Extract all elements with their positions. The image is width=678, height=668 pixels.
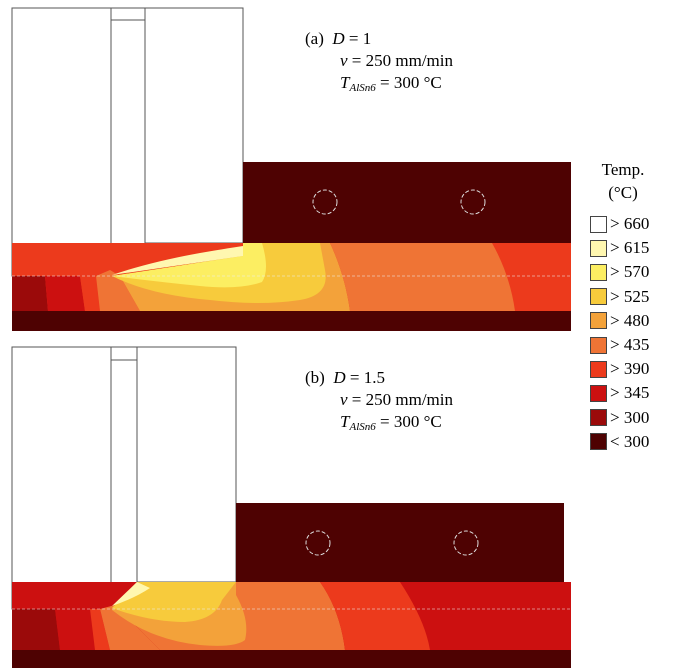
legend-item: > 435 (590, 335, 649, 355)
legend-title: Temp. (°C) (588, 158, 658, 204)
panel-b (11, 346, 571, 668)
legend-label: > 480 (610, 310, 650, 330)
panel-b-d-symbol: D (333, 368, 346, 387)
panel-b-t-line: TAlSn6 = 300 °C (305, 411, 453, 438)
legend-swatch (590, 288, 607, 306)
legend-swatch (590, 409, 607, 427)
panel-b-v-line: v = 250 mm/min (305, 389, 453, 411)
legend-swatch (590, 384, 607, 402)
legend-swatch (590, 239, 607, 257)
legend-title-line2: (°C) (608, 183, 638, 202)
legend-item: > 615 (590, 238, 649, 258)
panel-a-t-value: = 300 °C (380, 73, 442, 92)
panel-b-d-value: = 1.5 (349, 368, 385, 387)
legend-item: > 525 (590, 287, 649, 307)
legend-label: > 345 (610, 383, 650, 403)
panel-a-base-plate (12, 311, 571, 331)
panel-a-t-subscript: AlSn6 (349, 82, 376, 94)
panel-b-t-subscript: AlSn6 (349, 421, 376, 433)
panel-a-bolt-hole-left (312, 189, 338, 215)
legend-label: > 615 (610, 238, 650, 258)
panel-b-tool-outline (11, 346, 237, 610)
panel-a-v-symbol: v (340, 51, 348, 70)
legend-label: < 300 (610, 431, 650, 451)
legend-label: > 570 (610, 262, 650, 282)
panel-a-d-line: (a) D = 1 (305, 28, 453, 50)
panel-a-v-value: = 250 mm/min (351, 51, 453, 70)
temperature-legend: Temp. (°C) > 660 > 615 > 570 > 525 > 480 > 43… (588, 158, 674, 451)
panel-a-t-symbol: T (340, 73, 350, 92)
legend-swatch (590, 263, 607, 281)
panel-b-bolt-hole-left (305, 530, 331, 556)
legend-label: > 300 (610, 407, 650, 427)
panel-b-t-value: = 300 °C (380, 412, 442, 431)
panel-a-temperature-field (12, 243, 571, 311)
legend-swatch (590, 360, 607, 378)
panel-a-tool-outline (11, 7, 244, 277)
panel-b-d-line: (b) D = 1.5 (305, 367, 453, 389)
legend-label: > 660 (610, 214, 650, 233)
legend-swatch (590, 215, 607, 233)
panel-b-v-symbol: v (340, 390, 348, 409)
legend-item: < 300 (590, 432, 649, 452)
legend-swatch (590, 433, 607, 451)
panel-a-v-line: v = 250 mm/min (305, 50, 453, 72)
panel-b-label: (b) (305, 368, 325, 387)
panel-b-upper-plate (236, 503, 564, 582)
legend-label: > 435 (610, 335, 650, 354)
panel-a-d-symbol: D (332, 29, 345, 48)
panel-a (11, 7, 571, 331)
panel-b-annotation: (b) D = 1.5 v = 250 mm/min TAlSn6 = 300 … (305, 367, 453, 438)
panel-a-annotation: (a) D = 1 v = 250 mm/min TAlSn6 = 300 °C (305, 28, 453, 99)
legend-label: > 390 (610, 359, 650, 379)
panel-a-label: (a) (305, 29, 324, 48)
legend-title-line1: Temp. (601, 160, 645, 179)
panel-a-bolt-hole-right (460, 189, 486, 215)
legend-item: > 345 (590, 383, 649, 403)
panel-b-t-symbol: T (340, 412, 350, 431)
legend-item: > 480 (590, 311, 649, 331)
legend-swatch (590, 336, 607, 354)
legend-item: > 300 (590, 408, 649, 428)
legend-label: > 525 (610, 286, 650, 306)
panel-b-base-plate (12, 650, 571, 668)
panel-a-d-value: = 1 (348, 29, 372, 48)
panel-b-bolt-hole-right (453, 530, 479, 556)
panel-a-upper-plate (243, 162, 571, 243)
legend-item: > 390 (590, 359, 649, 379)
panel-a-t-line: TAlSn6 = 300 °C (305, 72, 453, 99)
legend-swatch (590, 312, 607, 330)
panel-b-temperature-field (12, 582, 571, 650)
legend-item: > 660 (590, 214, 649, 234)
legend-item: > 570 (590, 262, 649, 282)
panel-b-v-value: = 250 mm/min (351, 390, 453, 409)
